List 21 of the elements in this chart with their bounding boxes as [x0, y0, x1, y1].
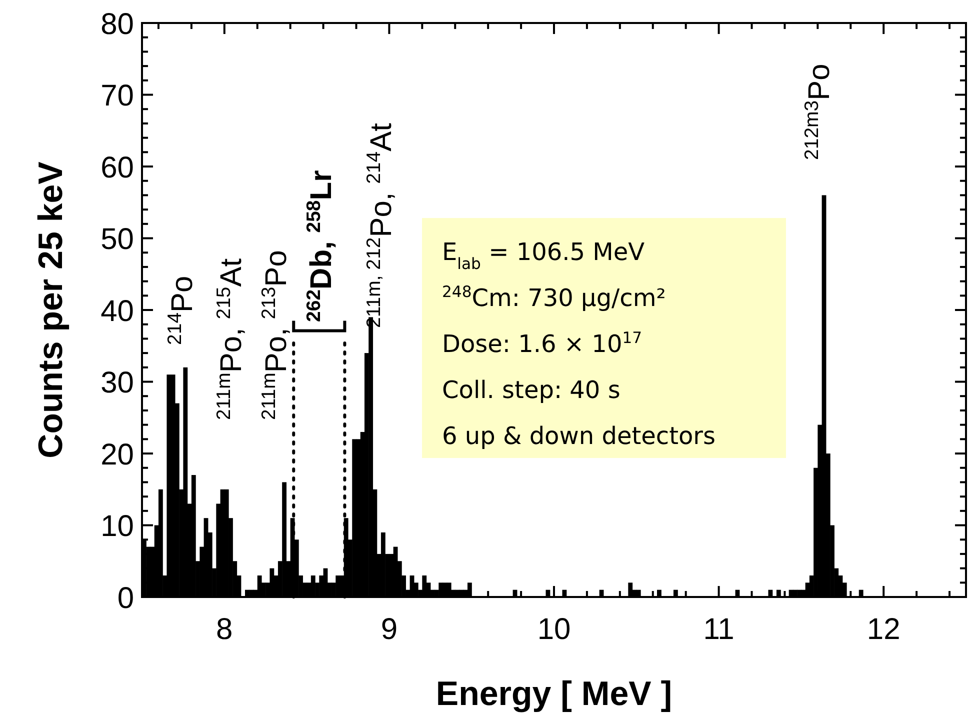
y-tick-label: 30 [100, 366, 134, 400]
x-tick-label: 9 [380, 613, 398, 646]
annotation: E$_{lab}$ = 106.5 MeV [442, 238, 646, 273]
y-tick-label: 0 [117, 582, 134, 615]
y-tick-label: 20 [100, 438, 134, 472]
y-tick-label: 40 [100, 294, 134, 328]
x-axis-title: Energy [ MeV ] [436, 675, 672, 713]
annotation: Coll. step: 40 s [442, 376, 620, 404]
x-tick-label: 10 [537, 613, 571, 646]
x-tick-label: 8 [216, 613, 233, 646]
y-tick-label: 60 [100, 151, 134, 184]
y-tick-label: 10 [100, 510, 134, 544]
annotation: 6 up & down detectors [442, 422, 716, 450]
y-axis-title: Counts per 25 keV [32, 161, 70, 458]
y-tick-label: 80 [100, 8, 134, 41]
annotation: Dose: 1.6 × 10$^{17}$ [442, 329, 642, 358]
y-tick-label: 50 [100, 223, 134, 256]
x-tick-label: 11 [703, 613, 734, 646]
y-tick-label: 70 [100, 80, 134, 113]
x-tick-label: 12 [866, 613, 900, 646]
annotation: $^{248}$Cm: 730 µg/cm² [442, 283, 666, 312]
